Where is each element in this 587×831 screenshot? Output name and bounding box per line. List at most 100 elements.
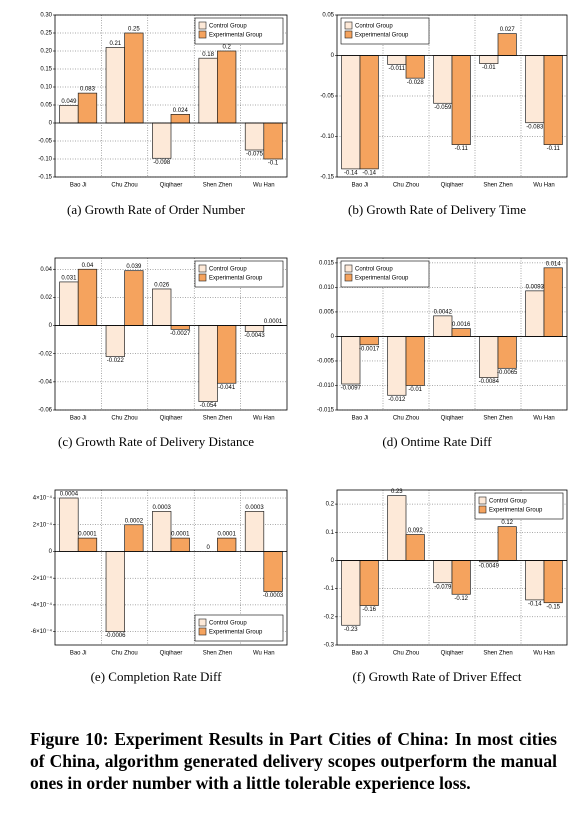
x-tick-label: Bao Ji bbox=[70, 416, 87, 422]
value-label: -0.0084 bbox=[479, 379, 500, 385]
plot-frame bbox=[54, 257, 288, 411]
value-label: -0.14 bbox=[528, 601, 542, 607]
legend-swatch bbox=[478, 496, 487, 505]
legend-label: Experimental Group bbox=[209, 275, 263, 281]
bar bbox=[525, 290, 545, 337]
value-label: -0.054 bbox=[200, 403, 218, 409]
value-label: 0.0001 bbox=[218, 532, 237, 538]
subcaption: (e) Completion Rate Diff bbox=[91, 669, 222, 684]
x-tick-label: Shen Zhen bbox=[203, 651, 232, 657]
x-tick-label: Bao Ji bbox=[70, 651, 87, 657]
y-tick-label: 0.015 bbox=[319, 260, 335, 266]
value-label: 0.0001 bbox=[171, 532, 190, 538]
legend-label: Control Group bbox=[209, 23, 247, 29]
figure: -0.15-0.10-0.0500.050.100.150.200.250.30… bbox=[31, 13, 568, 684]
y-tick-label: -0.15 bbox=[38, 175, 52, 181]
value-label: 0.014 bbox=[546, 261, 562, 267]
legend-box bbox=[340, 260, 430, 288]
bar bbox=[387, 336, 407, 396]
value-label: -0.0043 bbox=[244, 333, 265, 339]
bar bbox=[152, 122, 172, 159]
value-label: -0.075 bbox=[246, 152, 264, 158]
legend-label: Experimental Group bbox=[355, 32, 409, 38]
value-label: -0.1 bbox=[268, 161, 279, 167]
bar bbox=[543, 55, 563, 145]
y-tick-label: -0.10 bbox=[38, 157, 52, 163]
y-tick-label: -0.005 bbox=[317, 359, 335, 365]
y-tick-label: 0.05 bbox=[322, 13, 334, 19]
bar bbox=[497, 526, 517, 561]
y-tick-label: -0.06 bbox=[38, 408, 52, 414]
y-tick-label: 0.1 bbox=[326, 530, 335, 536]
value-label: -0.098 bbox=[153, 160, 171, 166]
x-tick-label: Bao Ji bbox=[352, 651, 369, 657]
value-label: -0.14 bbox=[362, 170, 376, 176]
legend-label: Experimental Group bbox=[355, 275, 409, 281]
bar bbox=[198, 57, 218, 124]
bar bbox=[451, 55, 471, 145]
legend-swatch bbox=[344, 30, 353, 39]
value-label: -0.14 bbox=[344, 170, 358, 176]
bar bbox=[479, 336, 499, 378]
value-label: 0.026 bbox=[154, 283, 170, 289]
bar bbox=[170, 537, 190, 552]
value-label: 0.027 bbox=[500, 27, 516, 33]
bar bbox=[244, 122, 265, 151]
y-tick-label: 0.010 bbox=[319, 285, 335, 291]
x-tick-label: Qiqihaer bbox=[160, 183, 183, 189]
y-tick-label: 0.05 bbox=[40, 103, 52, 109]
bar bbox=[405, 336, 425, 386]
legend-label: Experimental Group bbox=[209, 32, 263, 38]
bar bbox=[525, 55, 545, 124]
bar bbox=[59, 281, 79, 326]
bar bbox=[217, 50, 237, 124]
value-label: -0.0027 bbox=[170, 331, 191, 337]
value-label: -0.041 bbox=[218, 385, 236, 391]
value-label: 0.0093 bbox=[526, 284, 545, 290]
subcaption: (b) Growth Rate of Delivery Time bbox=[348, 202, 526, 217]
legend-swatch bbox=[198, 264, 207, 273]
y-tick-label: 0 bbox=[49, 121, 53, 127]
value-label: 0.0042 bbox=[434, 309, 453, 315]
y-tick-label: -0.02 bbox=[38, 351, 52, 357]
bar bbox=[387, 55, 407, 65]
value-label: -0.11 bbox=[547, 146, 561, 152]
y-tick-label: -0.1 bbox=[324, 586, 335, 592]
value-label: -0.012 bbox=[388, 397, 406, 403]
x-tick-label: Qiqihaer bbox=[160, 651, 183, 657]
y-tick-label: 0.02 bbox=[40, 295, 52, 301]
value-label: 0.049 bbox=[61, 99, 77, 105]
bar bbox=[405, 534, 425, 561]
value-label: 0 bbox=[206, 545, 210, 551]
bar bbox=[359, 336, 379, 346]
bar bbox=[341, 560, 361, 626]
bar bbox=[105, 325, 125, 357]
x-tick-label: Wu Han bbox=[533, 183, 555, 189]
y-tick-label: -4×10⁻⁴ bbox=[31, 601, 53, 608]
x-tick-label: Bao Ji bbox=[352, 416, 369, 422]
x-tick-label: Shen Zhen bbox=[483, 416, 512, 422]
legend-swatch bbox=[198, 618, 207, 627]
y-tick-label: 0.2 bbox=[326, 502, 335, 508]
plot-frame bbox=[336, 257, 568, 411]
value-label: 0.23 bbox=[391, 489, 403, 495]
x-tick-label: Chu Zhou bbox=[111, 416, 137, 422]
figure-caption: Figure 10: Experiment Results in Part Ci… bbox=[30, 729, 557, 793]
bar bbox=[341, 55, 361, 170]
value-label: -0.0003 bbox=[263, 593, 284, 599]
bar bbox=[451, 328, 471, 337]
value-label: -0.0065 bbox=[497, 370, 518, 376]
value-label: 0.0016 bbox=[452, 322, 471, 328]
bar bbox=[263, 551, 283, 592]
value-label: 0.0001 bbox=[78, 532, 97, 538]
legend-label: Control Group bbox=[355, 23, 393, 29]
value-label: -0.011 bbox=[389, 66, 406, 72]
value-label: 0.04 bbox=[82, 263, 94, 269]
y-tick-label: -0.3 bbox=[324, 643, 335, 649]
subcaption: (a) Growth Rate of Order Number bbox=[67, 202, 246, 217]
bar bbox=[124, 524, 144, 552]
bar bbox=[170, 325, 190, 330]
x-tick-label: Chu Zhou bbox=[111, 183, 137, 189]
value-label: 0.21 bbox=[109, 41, 121, 47]
